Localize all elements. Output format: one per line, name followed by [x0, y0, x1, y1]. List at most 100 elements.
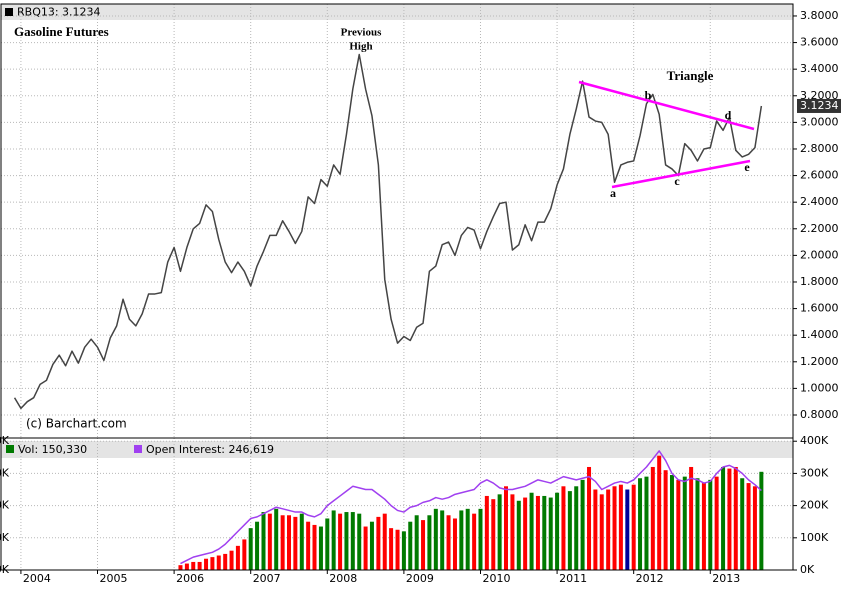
wave-label: b — [645, 88, 652, 102]
x-tick-label: 2010 — [482, 572, 510, 585]
volume-bar — [350, 512, 355, 570]
legend-label: Open Interest: 246,619 — [146, 443, 274, 456]
volume-bar — [759, 471, 764, 570]
y-tick-label: 1.0000 — [800, 381, 839, 394]
volume-bar — [580, 479, 585, 570]
y-tick-label: 2.2000 — [800, 222, 839, 235]
y-tick-label: 3.0000 — [800, 115, 839, 128]
annotation: Previous — [341, 27, 382, 39]
triangle-upper-line — [578, 80, 755, 131]
volume-bar — [587, 466, 592, 570]
triangle-lower-line — [611, 159, 751, 189]
volume-bar — [401, 531, 406, 570]
volume-bar — [523, 497, 528, 570]
price-header: RBQ13: 3.1234 — [17, 6, 101, 19]
volume-bar — [657, 455, 662, 570]
y-tick-label: 1.2000 — [800, 355, 839, 368]
y-tick-label-cropped: 0K — [0, 563, 10, 576]
volume-bar — [638, 478, 643, 570]
y-tick-label: 200K — [800, 499, 829, 512]
y-tick-label: 0.8000 — [800, 408, 839, 421]
wave-label: d — [725, 108, 732, 122]
y-tick-label: 400K — [800, 434, 829, 447]
volume-bar — [299, 513, 304, 570]
grid — [1, 4, 793, 571]
volume-bar — [714, 476, 719, 570]
y-tick-label: 2.0000 — [800, 248, 839, 261]
volume-bar — [529, 492, 534, 570]
wave-label: e — [744, 160, 750, 174]
source: (c) Barchart.com — [26, 417, 127, 431]
volume-bar — [669, 475, 674, 570]
volume-bar — [235, 545, 240, 570]
volume-bar — [408, 521, 413, 570]
volume-bar — [644, 476, 649, 570]
volume-bar — [631, 484, 636, 570]
last-price-box — [797, 98, 841, 113]
volume-bar — [178, 565, 183, 570]
volume-bar — [382, 513, 387, 570]
x-tick-label: 2005 — [100, 572, 128, 585]
volume-bar — [472, 513, 477, 570]
price-header-band — [1, 4, 793, 20]
volume-bar — [216, 555, 221, 570]
volume-bar — [708, 479, 713, 570]
volume-bar — [491, 499, 496, 570]
volume-bar — [204, 558, 209, 570]
volume-bar — [484, 495, 489, 570]
x-tick-label: 2011 — [559, 572, 587, 585]
y-tick-label: 0K — [800, 563, 815, 576]
x-tick-label: 2006 — [176, 572, 204, 585]
legend-swatch — [134, 445, 142, 453]
volume-bar — [695, 478, 700, 570]
chart-title: Gasoline Futures — [14, 24, 109, 39]
annotation: Triangle — [667, 68, 714, 83]
volume-bar — [325, 518, 330, 570]
legend-swatch — [6, 445, 14, 453]
header-icon — [5, 8, 13, 16]
volume-bar — [267, 513, 272, 570]
y-tick-label: 1.6000 — [800, 302, 839, 315]
y-tick-label: 2.6000 — [800, 169, 839, 182]
y-tick-label: 2.8000 — [800, 142, 839, 155]
volume-bar — [363, 526, 368, 570]
legend-label: Vol: 150,330 — [18, 443, 87, 456]
y-tick-label-cropped: 300K — [0, 466, 10, 479]
y-tick-label: 2.4000 — [800, 195, 839, 208]
volume-bar — [223, 553, 228, 570]
volume-bar — [555, 492, 560, 570]
volume-bar — [567, 491, 572, 570]
volume-bar — [548, 497, 553, 570]
line-series — [13, 53, 763, 410]
volume-bar — [746, 483, 751, 570]
volume-bar — [261, 512, 266, 570]
volume-header-band — [1, 441, 793, 458]
volume-bar — [689, 466, 694, 570]
volume-bar — [740, 478, 745, 570]
volume-bar — [414, 515, 419, 570]
volume-bar — [191, 561, 196, 570]
volume-bar — [433, 508, 438, 570]
volume-bar — [395, 529, 400, 570]
volume-bar — [663, 470, 668, 570]
annotation: High — [349, 41, 372, 53]
y-tick-label: 1.8000 — [800, 275, 839, 288]
y-tick-label-cropped: 200K — [0, 499, 10, 512]
x-tick-label: 2008 — [329, 572, 357, 585]
volume-bar — [306, 521, 311, 570]
volume-bar — [427, 515, 432, 570]
y-tick-label: 300K — [800, 466, 829, 479]
volume-frame — [0, 437, 794, 571]
volume-bar — [535, 495, 540, 570]
y-tick-label: 3.4000 — [800, 62, 839, 75]
volume-bar — [510, 494, 515, 570]
x-tick-label: 2012 — [636, 572, 664, 585]
volume-bar — [369, 521, 374, 570]
volume-bar — [650, 466, 655, 570]
x-tick-label: 2004 — [23, 572, 51, 585]
volume-bar — [682, 476, 687, 570]
volume-bar — [503, 486, 508, 570]
volume-bar — [184, 563, 189, 570]
